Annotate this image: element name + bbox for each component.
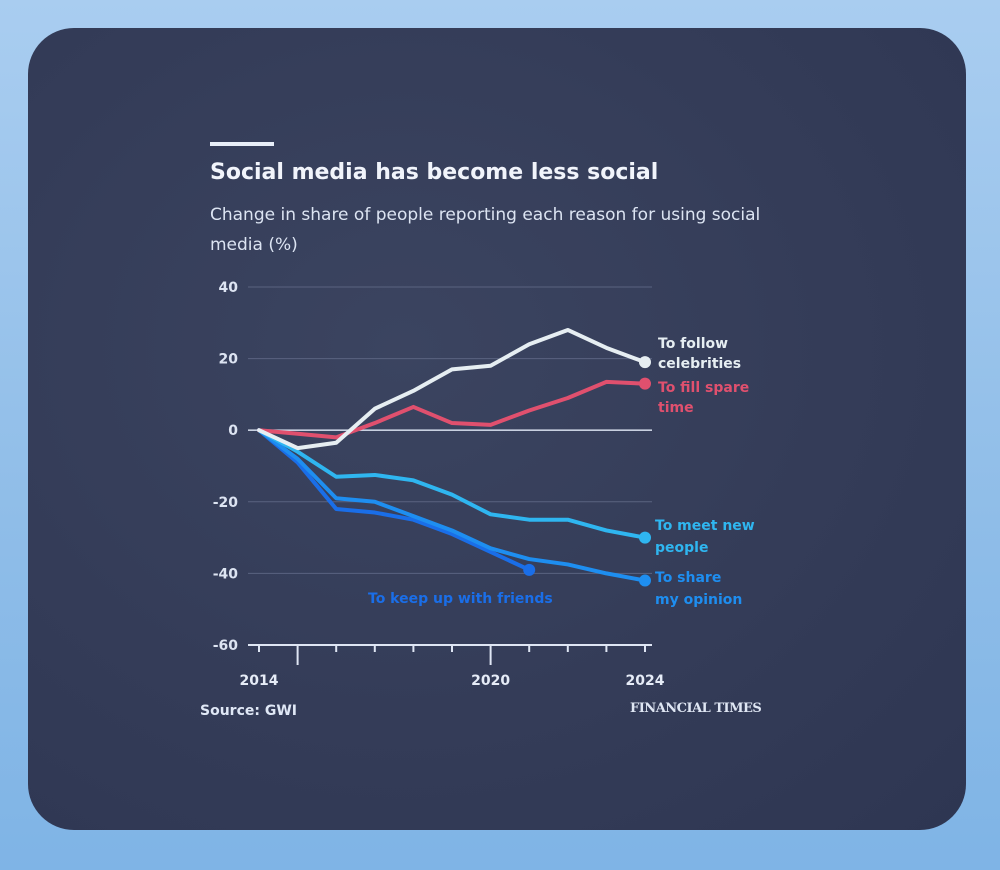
data-point [639,531,651,544]
data-point [639,574,651,587]
y-tick-label: 0 [228,423,238,439]
series-label: To meet new [655,518,755,534]
series-line [257,428,647,540]
chart-subtitle: Change in share of people reporting each… [210,205,761,255]
series-label: To follow [658,336,728,352]
data-point [523,563,536,576]
series-line [257,379,647,440]
y-tick-label: -20 [213,495,239,511]
series-line [257,327,647,451]
screen-panel [28,28,966,830]
series-label: To share [655,570,721,586]
title-accent-bar [210,142,274,146]
x-tick-label: 2014 [240,673,279,689]
source-note: Source: GWI [200,703,297,719]
chart-title: Social media has become less social [210,160,659,185]
y-tick-label: 40 [219,280,239,296]
x-tick-label: 2024 [626,673,665,689]
series-label: To keep up with friends [368,591,553,607]
series-line [257,428,532,572]
data-point [639,356,651,369]
publisher-logo: FINANCIAL TIMES [630,701,762,716]
y-tick-label: -60 [213,638,239,654]
series-label: To fill spare [658,380,749,396]
series-label: my opinion [655,592,742,608]
series-line [257,428,647,583]
y-tick-label: -40 [213,566,239,582]
series-label: people [655,540,708,556]
data-point [639,377,651,390]
series-label: celebrities [658,356,741,372]
x-tick-label: 2020 [471,673,510,689]
y-tick-label: 20 [219,352,239,368]
series-label: time [658,400,694,416]
